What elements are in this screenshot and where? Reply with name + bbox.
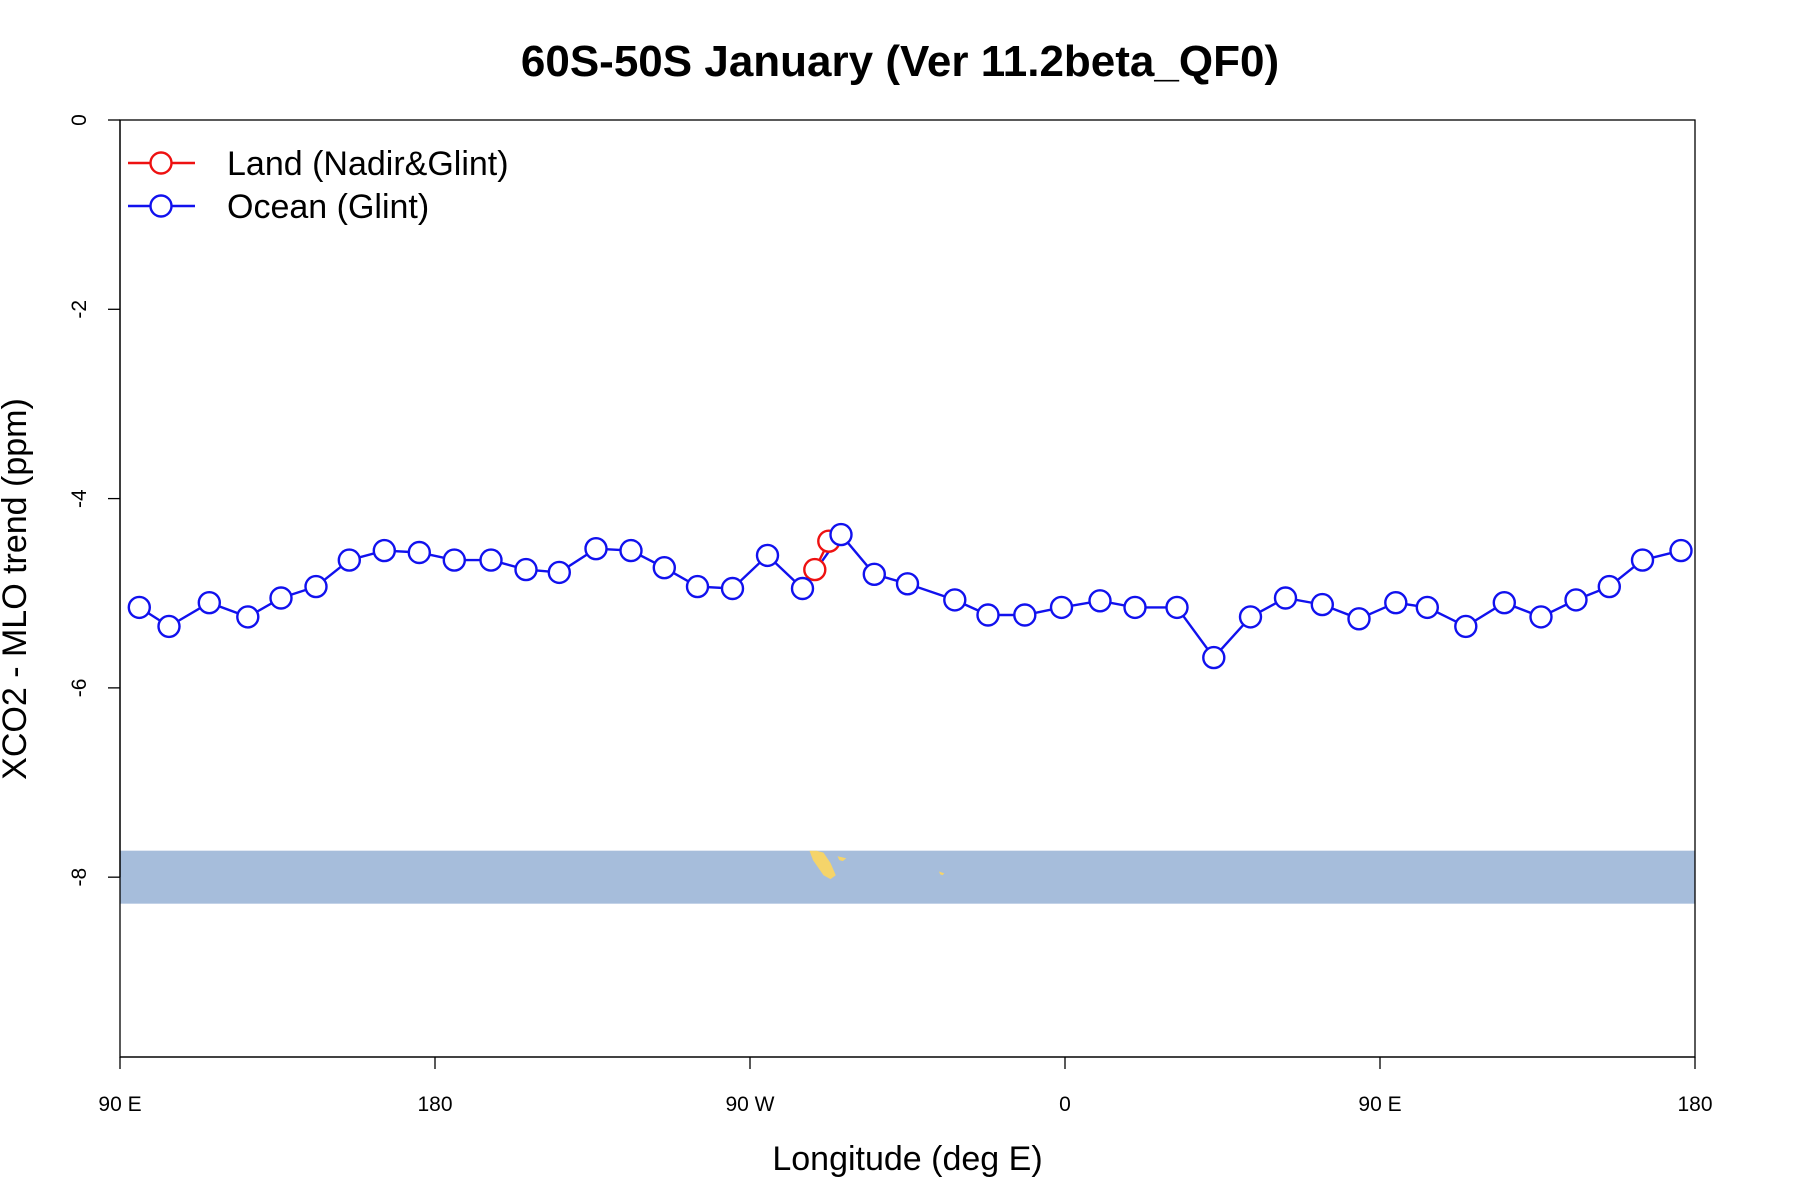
series-layer (127, 522, 1693, 670)
map-land-patch-1 (837, 856, 847, 862)
legend: Land (Nadir&Glint) Ocean (Glint) (128, 145, 509, 226)
series-1-point-37 (1454, 614, 1478, 639)
map-band (120, 850, 1695, 904)
series-1-point-15 (652, 556, 676, 580)
chart-title: 60S-50S January (Ver 11.2beta_QF0) (521, 37, 1279, 86)
series-1-point-20 (829, 522, 853, 547)
x-tick-label-1: 180 (417, 1093, 452, 1116)
series-1-point-40 (1564, 588, 1588, 612)
series-1-point-17 (720, 576, 745, 601)
series-1-point-31 (1238, 605, 1263, 629)
x-axis: 90 E 180 90 W 0 90 E 180 (98, 1056, 1713, 1116)
legend-label-0: Land (Nadir&Glint) (227, 145, 509, 183)
series-1-point-22 (895, 572, 920, 596)
series-1-point-19 (790, 576, 815, 601)
x-tick-label-3: 0 (1059, 1093, 1071, 1116)
series-1-point-33 (1310, 592, 1335, 617)
series-1-point-39 (1529, 605, 1553, 629)
series-1-point-32 (1273, 586, 1298, 610)
series-1-point-5 (304, 574, 328, 599)
y-axis-title: XCO2 - MLO trend (ppm) (0, 398, 34, 780)
series-1-point-7 (372, 538, 396, 563)
series-0-point-0 (803, 557, 827, 582)
series-1-point-4 (269, 586, 293, 610)
series-1-point-43 (1669, 538, 1693, 563)
series-1-point-12 (547, 560, 571, 585)
series-1-point-34 (1347, 607, 1371, 631)
map-land-patch-2 (939, 871, 945, 876)
series-1-point-21 (862, 562, 886, 586)
series-1-point-36 (1415, 595, 1440, 620)
y-tick-label-2: -4 (68, 489, 91, 508)
series-1-point-30 (1202, 645, 1226, 670)
series-1-point-0 (127, 595, 152, 620)
y-tick-label-1: -2 (68, 300, 91, 319)
series-1-point-41 (1597, 574, 1622, 599)
series-1-point-35 (1384, 591, 1408, 615)
x-tick-label-5: 180 (1677, 1093, 1712, 1116)
series-1-point-11 (514, 557, 538, 582)
series-1-point-27 (1088, 589, 1112, 613)
series-1-point-1 (157, 614, 181, 639)
legend-marker-0 (149, 151, 173, 175)
series-1-point-6 (337, 548, 361, 572)
y-tick-label-4: -8 (68, 868, 91, 887)
series-1-point-26 (1049, 595, 1074, 620)
y-tick-label-0: 0 (68, 114, 91, 126)
series-1-point-9 (442, 548, 466, 572)
series-1-point-25 (1013, 603, 1037, 627)
series-1-point-24 (976, 603, 1000, 627)
series-1-point-10 (479, 548, 503, 572)
series-1-point-28 (1123, 595, 1147, 620)
legend-label-1: Ocean (Glint) (227, 188, 429, 226)
x-tick-label-0: 90 E (98, 1093, 141, 1116)
x-axis-title: Longitude (deg E) (772, 1140, 1042, 1178)
x-tick-label-4: 90 E (1358, 1093, 1401, 1116)
series-1-point-2 (197, 591, 222, 615)
legend-marker-1 (149, 194, 173, 218)
series-1-point-38 (1492, 591, 1517, 615)
y-axis: 0 -2 -4 -6 -8 (68, 114, 121, 887)
series-1-point-18 (755, 543, 780, 568)
series-1-point-8 (407, 540, 431, 565)
series-1-point-29 (1165, 595, 1189, 620)
series-1-point-23 (943, 588, 967, 612)
x-tick-label-2: 90 W (725, 1093, 774, 1116)
y-tick-label-3: -6 (68, 679, 91, 698)
series-1-point-42 (1630, 548, 1655, 572)
map-land-patch-0 (809, 850, 836, 880)
series-1-point-3 (236, 605, 260, 629)
series-1-point-13 (584, 537, 608, 561)
map-ocean-band (120, 850, 1695, 904)
series-1-point-16 (685, 574, 710, 599)
series-1-point-14 (619, 538, 643, 563)
